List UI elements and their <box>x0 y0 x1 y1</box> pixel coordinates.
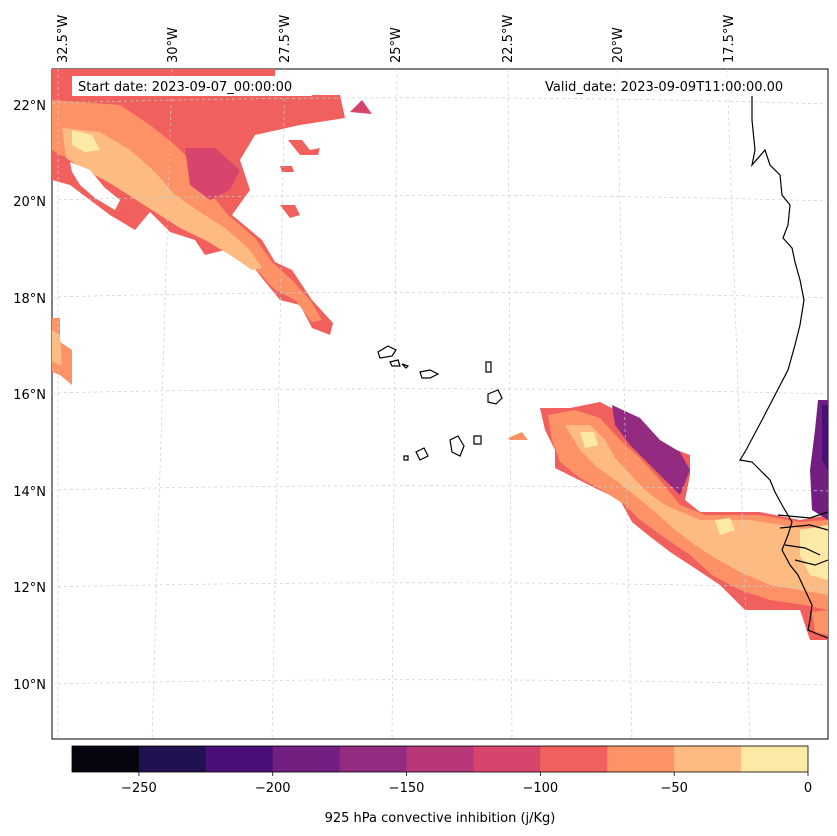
cape-verde-island-7 <box>449 435 465 457</box>
cin-patch-1 <box>350 100 372 114</box>
cin-field <box>52 69 828 640</box>
cape-verde-island-8 <box>473 435 482 445</box>
latitude-labels: 22°N 20°N 18°N 16°N 14°N 12°N 10°N <box>13 99 46 693</box>
colorbar-segment <box>138 746 207 772</box>
lat-label-16n: 16°N <box>13 388 46 403</box>
cape-verde-island-10 <box>403 455 409 461</box>
valid-date-box <box>540 76 808 96</box>
cin-patch-7 <box>812 610 828 635</box>
colorbar-outline <box>71 745 809 773</box>
colorbar-segment <box>473 746 541 772</box>
lat-label-20n: 20°N <box>13 195 46 210</box>
cape-verde-island-6 <box>487 389 503 405</box>
lat-label-12n: 12°N <box>13 581 46 596</box>
cin-region-se-deeper <box>822 405 828 470</box>
colorbar-segment <box>339 746 408 772</box>
lon-label-27-5w: 27.5°W <box>278 15 293 63</box>
graticule <box>51 68 829 740</box>
cape-verde-island-1 <box>377 345 397 359</box>
lat-label-14n: 14°N <box>13 485 46 500</box>
colorbar-tick-label: −200 <box>255 781 291 796</box>
lon-label-17-5w: 17.5°W <box>722 15 737 63</box>
lon-label-30w: 30°W <box>166 27 181 63</box>
cin-region-nw-core <box>72 130 100 152</box>
colorbar-segment <box>205 746 274 772</box>
colorbar: −250 −200 −150 −100 −50 0 925 hPa convective … <box>71 745 812 826</box>
gambia-river-border <box>777 511 829 566</box>
start-date-box <box>72 76 312 96</box>
colorbar-segment <box>741 746 809 772</box>
cin-region-se-core-2 <box>715 518 735 535</box>
africa-coastline <box>739 80 829 639</box>
longitude-labels: 32.5°W 30°W 27.5°W 25°W 22.5°W 20°W 17.5… <box>56 15 737 63</box>
colorbar-segment <box>540 746 608 772</box>
cin-patch-3 <box>280 166 294 172</box>
cape-verde-island-9 <box>415 447 429 461</box>
colorbar-segment <box>72 746 140 772</box>
colorbar-segment <box>272 746 341 772</box>
cin-patch-6 <box>508 432 528 440</box>
colorbar-title: 925 hPa convective inhibition (j/Kg) <box>325 811 556 826</box>
colorbar-tick-label: −50 <box>660 781 687 796</box>
lon-label-22-5w: 22.5°W <box>501 15 516 63</box>
colorbar-segment <box>607 746 675 772</box>
cape-verde-island-3 <box>401 363 410 369</box>
valid-date-label: Valid_date: 2023-09-09T11:00:00.00 <box>545 80 783 95</box>
coastlines <box>377 80 829 639</box>
cape-verde-island-2 <box>389 359 401 367</box>
cin-region-se-core-1 <box>580 432 598 448</box>
colorbar-tick-label: −150 <box>389 781 425 796</box>
cin-patch-4 <box>280 205 300 218</box>
lon-label-32-5w: 32.5°W <box>56 15 71 63</box>
cin-patch-2 <box>288 140 320 155</box>
lon-label-20w: 20°W <box>611 27 626 63</box>
colorbar-tick-label: 0 <box>804 781 812 796</box>
cin-patch-5 <box>185 148 240 200</box>
lon-label-25w: 25°W <box>389 27 404 63</box>
cin-region-nw-inner <box>62 128 262 270</box>
cape-verde-island-4 <box>419 369 440 379</box>
lat-label-22n: 22°N <box>13 99 46 114</box>
colorbar-segments <box>72 746 809 772</box>
cin-west-strip-inner <box>52 330 62 365</box>
colorbar-ticks: −250 −200 −150 −100 −50 0 <box>121 772 812 796</box>
colorbar-tick-label: −100 <box>523 781 559 796</box>
lat-label-18n: 18°N <box>13 292 46 307</box>
start-date-label: Start date: 2023-09-07_00:00:00 <box>78 80 292 95</box>
lat-label-10n: 10°N <box>13 678 46 693</box>
colorbar-segment <box>406 746 474 772</box>
cin-region-se-inner <box>565 425 828 595</box>
colorbar-segment <box>674 746 742 772</box>
cin-region-nw-gap <box>70 162 120 210</box>
cape-verde-island-5 <box>485 361 492 373</box>
colorbar-tick-label: −250 <box>121 781 157 796</box>
cin-region-se-purple <box>612 405 690 495</box>
